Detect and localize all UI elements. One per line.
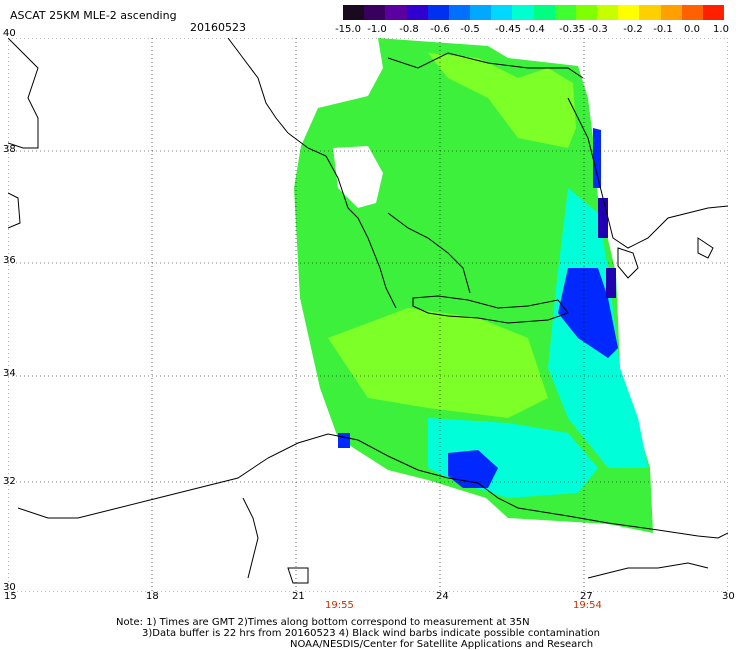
colorbar-segment: [470, 5, 492, 20]
note-line-2: 3)Data buffer is 22 hrs from 20160523 4)…: [142, 628, 600, 639]
lat-label: 32: [3, 476, 16, 487]
cyprus-hint: [697, 237, 714, 259]
swath-gap: [333, 146, 383, 208]
colorbar-tick: 1.0: [713, 24, 729, 35]
colorbar-tick: -0.35: [559, 24, 585, 35]
colorbar-segment: [343, 5, 365, 20]
colorbar-segment: [639, 5, 661, 20]
colorbar-segment: [448, 5, 471, 20]
colorbar-segment: [491, 5, 513, 20]
colorbar-segment: [406, 5, 428, 20]
graticule: [8, 38, 728, 592]
turkey-west-coast: [567, 97, 728, 249]
peloponnese: [387, 212, 471, 294]
product-title: ASCAT 25KM MLE-2 ascending: [10, 9, 177, 22]
colorbar-tick: -1.0: [367, 24, 387, 35]
lon-label: 15: [4, 591, 17, 602]
swath-darkblue: [606, 268, 616, 298]
time-label: 19:55: [325, 600, 354, 611]
sicily-small-island: [287, 567, 309, 584]
note-line-1: Note: 1) Times are GMT 2)Times along bot…: [116, 617, 530, 628]
colorbar-segment: [533, 5, 555, 20]
colorbar-tick: -0.5: [460, 24, 480, 35]
albania-coast: [227, 38, 289, 134]
colorbar-ticks: -15.0 -1.0 -0.8 -0.6 -0.5 -0.45 -0.4 -0.…: [330, 24, 740, 38]
colorbar-tick: -0.6: [430, 24, 450, 35]
colorbar-segment: [385, 5, 407, 20]
colorbar-segment: [618, 5, 640, 20]
greece-west-coast: [287, 132, 397, 309]
colorbar-tick: -0.2: [623, 24, 643, 35]
colorbar-tick: -0.1: [653, 24, 673, 35]
lat-label: 36: [3, 255, 16, 266]
colorbar-segment: [427, 5, 449, 20]
colorbar-segment: [575, 5, 598, 20]
colorbar-segment: [702, 5, 725, 20]
colorbar-segment: [512, 5, 534, 20]
lon-label: 24: [436, 591, 449, 602]
swath-blue: [593, 128, 601, 188]
lon-label: 21: [292, 591, 305, 602]
data-swath: [294, 38, 653, 533]
date-label: 20160523: [190, 21, 246, 34]
colorbar-tick: -0.8: [399, 24, 419, 35]
coastlines: [8, 38, 728, 584]
colorbar-segment: [597, 5, 619, 20]
colorbar-tick: -0.45: [495, 24, 521, 35]
colorbar-tick: 0.0: [684, 24, 700, 35]
rhodes: [617, 247, 639, 279]
lat-label: 38: [3, 144, 16, 155]
swath-inner-light: [428, 53, 576, 148]
lat-label: 40: [3, 28, 16, 39]
calabria-coast: [8, 192, 21, 229]
swath-darkblue: [598, 198, 608, 238]
lat-label: 34: [3, 368, 16, 379]
swath-blue: [338, 433, 350, 448]
cyrenaica-tip: [242, 497, 259, 579]
libya-egypt-coast: [17, 433, 728, 539]
swath-inner-light: [328, 308, 548, 418]
colorbar-segment: [660, 5, 682, 20]
aegean-coast-north: [387, 52, 584, 79]
anatolia-south-coast: [587, 562, 709, 579]
colorbar-tick: -0.4: [525, 24, 545, 35]
colorbar-segment: [681, 5, 703, 20]
note-line-3: NOAA/NESDIS/Center for Satellite Applica…: [290, 639, 594, 650]
time-label: 19:54: [573, 600, 602, 611]
lon-label: 18: [146, 591, 159, 602]
lon-label: 30: [722, 591, 735, 602]
map-panel: [8, 38, 728, 592]
swath-main: [294, 38, 653, 533]
colorbar-segment: [554, 5, 576, 20]
italy-coast: [8, 38, 39, 149]
lon-label: 27: [580, 591, 593, 602]
colorbar-tick: -15.0: [335, 24, 361, 35]
crete: [412, 295, 569, 324]
colorbar-segment: [364, 5, 386, 20]
colorbar-tick: -0.3: [588, 24, 608, 35]
swath-blue: [558, 268, 618, 358]
colorbar: [343, 5, 725, 20]
swath-blue: [448, 450, 498, 488]
lat-label: 30: [3, 582, 16, 593]
